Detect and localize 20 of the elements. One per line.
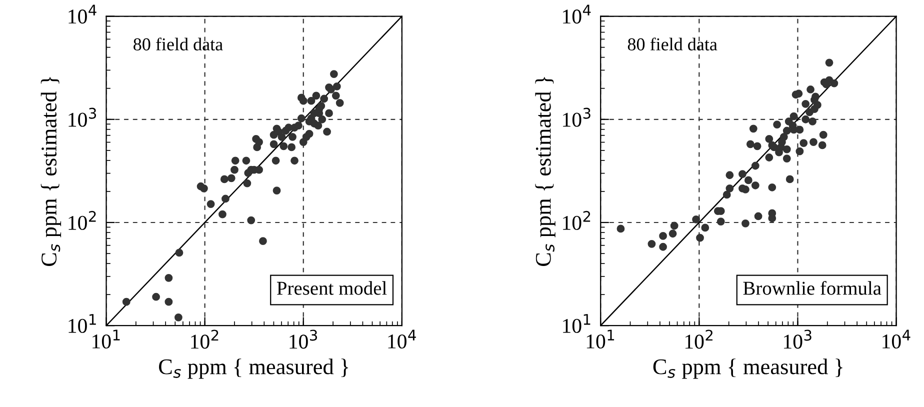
x-tick-label: 10$^{3}$ [784,330,812,349]
x-tick-label: 10$^{3}$ [290,330,317,349]
y-axis-title: C$_{s}$ ppm { estimated } [535,76,556,266]
y-tick-label: 10$^{4}$ [563,4,591,24]
y-tick-label: 10$^{2}$ [563,210,590,230]
y-tick-label: 10$^{3}$ [68,108,96,127]
annotation: Brownlie formula [743,280,882,295]
y-tick-label: 10$^{3}$ [563,108,590,127]
y-axis-title: C$_{s}$ ppm { estimated } [40,76,62,266]
annotation: 80 field data [628,38,718,50]
y-tick-label: 10$^{4}$ [68,4,96,24]
annotation: 80 field data [134,38,223,50]
x-tick-label: 10$^{2}$ [191,330,218,349]
x-axis-title: C$_{s}$ ppm { measured } [159,358,348,379]
x-tick-label: 10$^{4}$ [388,330,416,349]
x-axis-title: C$_{s}$ ppm { measured } [653,358,842,379]
x-tick-label: 10$^{4}$ [882,330,910,349]
y-tick-label: 10$^{2}$ [68,210,96,230]
x-tick-label: 10$^{2}$ [685,330,712,349]
annotation: Present model [277,281,387,295]
